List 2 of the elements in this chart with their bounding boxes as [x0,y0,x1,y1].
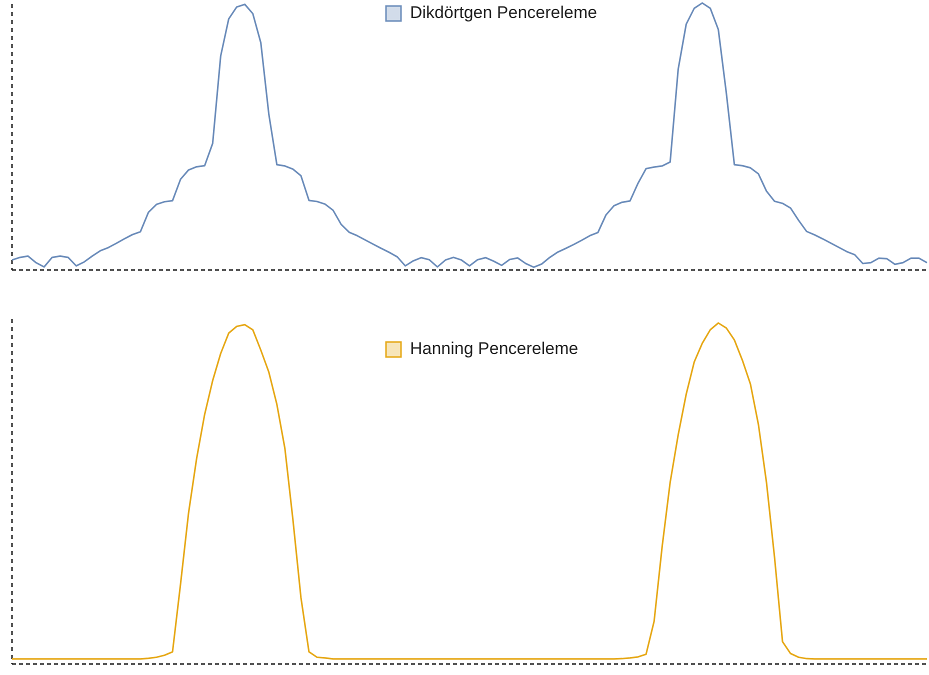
legend-label: Hanning Pencereleme [410,339,578,358]
legend-label: Dikdörtgen Pencereleme [410,3,598,22]
